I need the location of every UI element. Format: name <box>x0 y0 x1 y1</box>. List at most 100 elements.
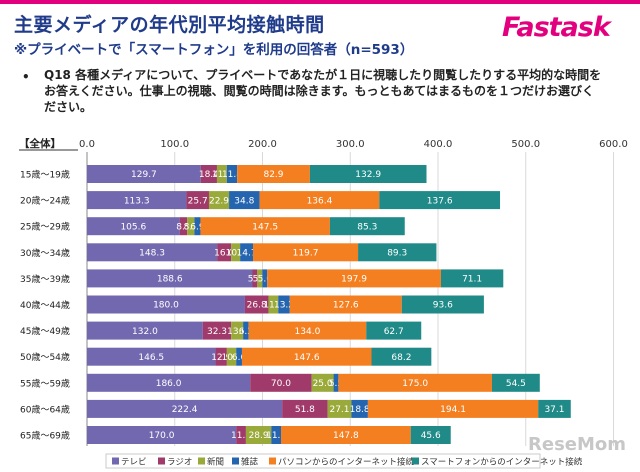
bar-segment <box>215 347 227 366</box>
data-label: 5.6 <box>258 275 273 285</box>
data-label: 89.3 <box>387 249 407 259</box>
data-label: 5.7 <box>253 275 267 285</box>
legend-label: テレビ <box>121 458 147 468</box>
x-tick-label: 100.0 <box>160 139 189 150</box>
data-label: 54.5 <box>506 379 526 389</box>
bar-segment <box>244 295 269 314</box>
data-label: 180.0 <box>153 301 179 311</box>
bar-segment <box>200 165 217 183</box>
bar-segment <box>248 321 367 340</box>
bar-segment <box>379 191 501 210</box>
data-label: 132.0 <box>132 327 158 337</box>
data-label: 51.8 <box>295 405 315 415</box>
data-label: 8.3 <box>184 222 198 232</box>
bar-segment <box>271 426 282 444</box>
bar-segment <box>226 347 237 366</box>
bar-segment <box>253 243 359 262</box>
data-label: 11.8 <box>222 170 242 180</box>
legend-label: ラジオ <box>167 458 192 468</box>
data-label: 6.3 <box>239 327 253 337</box>
data-label: 127.6 <box>333 301 359 311</box>
bar-segment <box>231 321 244 340</box>
bar-segment <box>257 269 263 288</box>
bar-segment <box>252 269 258 288</box>
data-label: 26.8 <box>247 301 267 311</box>
bar-segment <box>327 399 352 418</box>
bar-segment <box>187 217 195 236</box>
data-label: 5.5 <box>248 275 262 285</box>
header-accent-bar <box>0 0 640 4</box>
data-label: 45.6 <box>421 431 441 441</box>
data-label: 70.0 <box>271 379 291 389</box>
legend-label: パソコンからのインターネット接続 <box>278 457 415 468</box>
bar-segment <box>440 269 504 288</box>
data-label: 28.9 <box>249 431 269 441</box>
data-label: 129.7 <box>131 170 157 180</box>
data-label: 62.7 <box>384 327 404 337</box>
data-label: 18.8 <box>350 405 370 415</box>
bar-segment <box>226 165 238 183</box>
data-label: 14.7 <box>237 249 257 259</box>
bar-segment <box>87 165 201 183</box>
page-subtitle: ※プライベートで「スマートフォン」を利用の回答者（n=593） <box>14 42 414 58</box>
bar-segment <box>351 399 368 418</box>
data-label: 22.9 <box>209 196 229 206</box>
data-label: 105.6 <box>120 222 146 232</box>
bar-segment <box>259 191 380 210</box>
category-label: 65歳～69歳 <box>20 430 70 442</box>
data-label: 148.3 <box>139 249 165 259</box>
data-label: 186.0 <box>156 379 182 389</box>
bar-segment <box>236 347 242 366</box>
x-tick-label: 200.0 <box>248 139 277 150</box>
data-label: 137.6 <box>427 196 453 206</box>
data-label: 68.2 <box>391 353 411 363</box>
data-label: 34.8 <box>234 196 254 206</box>
bar-segment <box>217 243 232 262</box>
bar-segment <box>371 347 432 366</box>
bar-segment <box>87 321 203 340</box>
bar-segment <box>410 426 451 444</box>
category-label: 30歳～34歳 <box>20 247 70 259</box>
category-label: 20歳～24歳 <box>20 195 70 207</box>
question-text: Q18 各種メディアについて、プライベートであなたが１日に視聴したり閲覧したりす… <box>44 68 602 114</box>
bar-segment <box>333 373 339 392</box>
bar-segment <box>179 217 188 236</box>
data-label: 10.2 <box>226 249 246 259</box>
bar-segment <box>202 321 232 340</box>
category-label: 60歳～64歳 <box>20 403 70 415</box>
bar-segment <box>268 295 279 314</box>
bar-segment <box>87 191 187 210</box>
data-label: 32.3 <box>207 327 227 337</box>
data-label: 222.4 <box>172 405 198 415</box>
bar-segment <box>281 426 411 444</box>
data-label: 82.9 <box>263 170 283 180</box>
legend-box <box>105 453 541 469</box>
data-label: 37.1 <box>544 405 564 415</box>
data-label: 132.9 <box>355 170 381 180</box>
bar-segment <box>538 399 571 418</box>
data-label: 194.1 <box>440 405 466 415</box>
watermark-text: ReseMom <box>528 434 627 455</box>
page-title: 主要メディアの年代別平均接触時間 <box>14 14 325 36</box>
data-label: 6.9 <box>190 222 205 232</box>
data-label: 147.8 <box>333 431 359 441</box>
legend-swatch <box>158 457 165 465</box>
data-label: 16.0 <box>214 249 234 259</box>
data-label: 170.0 <box>149 431 175 441</box>
bar-segment <box>267 269 441 288</box>
x-tick-label: 400.0 <box>424 139 453 150</box>
data-label: 8.5 <box>176 222 190 232</box>
bar-segment <box>231 243 241 262</box>
data-label: 5.5 <box>329 379 343 389</box>
x-tick-label: 500.0 <box>511 139 540 150</box>
bar-segment <box>245 426 272 444</box>
bar-segment <box>236 426 246 444</box>
data-label: 13.2 <box>274 301 294 311</box>
data-label: 147.6 <box>294 353 320 363</box>
bar-segment <box>87 269 253 288</box>
data-label: 85.3 <box>357 222 377 232</box>
legend-swatch <box>198 457 205 465</box>
category-label: 50歳～54歳 <box>20 351 70 363</box>
x-tick-label: 0.0 <box>79 139 95 150</box>
